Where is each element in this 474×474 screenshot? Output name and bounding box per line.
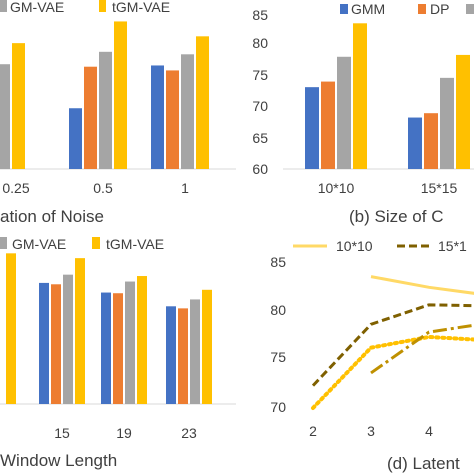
bar-c-gm-vae-2 [125, 281, 135, 404]
panel-d-ytick-80: 80 [270, 302, 286, 318]
panel-d-ytick-70: 70 [270, 399, 286, 415]
bar-c-tgm-vae-2 [137, 276, 147, 404]
panel-c-legend-label-tgmvae: tGM-VAE [106, 236, 164, 252]
bar-b-gmm-1 [408, 117, 422, 169]
bar-c-gmm-1 [39, 282, 49, 404]
bar-a-gm-vae-2 [181, 54, 194, 169]
panel-d-xtick-2: 4 [425, 423, 433, 439]
bar-c-dp-2 [113, 293, 123, 404]
panel-b-ytick-80: 80 [252, 35, 268, 51]
bar-b-dp-0 [321, 81, 335, 169]
panel-a: GM-VAE tGM-VAE 0.25 0.5 1 ation of Noise [0, 0, 236, 226]
bar-a-tgm-vae-0 [12, 43, 25, 169]
line-d-series-3 [370, 323, 474, 375]
bar-b-dp-1 [424, 113, 438, 169]
panel-d: 10*10 15*1 85 80 75 70 2 3 4 (d) Latent [270, 238, 474, 473]
bar-b-gm-vae-1 [440, 77, 454, 169]
panel-b-legend: GMM DP [340, 1, 474, 17]
panel-d-caption: (d) Latent [387, 454, 460, 473]
panel-b-ytick-75: 75 [252, 67, 268, 83]
panel-a-bars [0, 21, 209, 169]
panel-b-caption: (b) Size of C [349, 207, 443, 226]
bar-a-dp-2 [166, 70, 179, 169]
panel-d-legend-label-10x10: 10*10 [336, 238, 373, 254]
bar-c-gm-vae-3 [190, 299, 200, 404]
panel-c: GM-VAE tGM-VAE 15 19 23 Window Length [0, 236, 236, 470]
panel-d-ytick-75: 75 [270, 349, 286, 365]
bar-b-gm-vae-0 [337, 56, 351, 169]
bar-a-gm-vae-0 [0, 64, 10, 169]
panel-d-legend: 10*10 15*1 [293, 238, 467, 254]
bar-c-dp-3 [178, 308, 188, 404]
bar-c-gmm-3 [166, 306, 176, 404]
panel-c-legend-label-gmvae: GM-VAE [12, 236, 66, 252]
panel-c-xtick-2: 19 [116, 425, 132, 441]
panel-c-legend-swatch-gmvae [0, 237, 7, 249]
panel-b-ytick-70: 70 [252, 98, 268, 114]
bar-a-gmm-1 [69, 108, 82, 169]
bar-a-gm-vae-1 [99, 51, 112, 169]
panel-a-xtick-1: 0.5 [93, 180, 113, 196]
panel-c-bars [6, 253, 212, 404]
panel-a-legend-swatch-tgmvae [99, 0, 106, 12]
panel-b-ytick-65: 65 [252, 130, 268, 146]
panel-a-legend-label-gmvae: GM-VAE [10, 0, 64, 15]
panel-b-xtick-0: 10*10 [318, 180, 355, 196]
panel-b-legend-label-gmm: GMM [351, 1, 385, 17]
bar-c-gmm-2 [101, 292, 111, 404]
bar-c-dp-1 [51, 284, 61, 404]
panel-d-lines [311, 275, 474, 410]
panel-d-xtick-0: 2 [309, 423, 317, 439]
panel-a-legend-label-tgmvae: tGM-VAE [112, 0, 170, 15]
panel-c-xtick-1: 15 [54, 425, 70, 441]
panel-a-legend: GM-VAE tGM-VAE [0, 0, 170, 15]
panel-a-caption: ation of Noise [0, 207, 104, 226]
bar-a-tgm-vae-2 [196, 36, 209, 169]
bar-b-gmm-0 [305, 87, 319, 169]
bar-b-tgm-vae-1 [456, 54, 470, 169]
bar-a-tgm-vae-1 [114, 21, 127, 169]
bar-c-tgm-vae-0 [6, 253, 16, 404]
panel-b: GMM DP 60 65 70 75 80 85 10*10 15*15 (b)… [252, 1, 474, 226]
bar-c-gm-vae-1 [63, 274, 73, 404]
panel-b-legend-swatch-dp [418, 4, 426, 14]
panel-b-legend-label-dp: DP [430, 1, 449, 17]
panel-b-ytick-60: 60 [252, 161, 268, 177]
panel-b-ytick-85: 85 [252, 7, 268, 23]
line-d-series-2 [311, 334, 474, 410]
panel-b-legend-swatch-gmvae [466, 4, 474, 14]
panel-a-xtick-0: 0.25 [2, 180, 29, 196]
bar-a-dp-1 [84, 66, 97, 169]
bar-c-tgm-vae-1 [75, 258, 85, 404]
panel-c-caption: Window Length [0, 451, 117, 470]
bar-b-tgm-vae-0 [353, 23, 367, 169]
panel-b-xtick-1: 15*15 [421, 180, 458, 196]
panel-b-bars [305, 23, 470, 169]
panel-d-ytick-85: 85 [270, 254, 286, 270]
panel-b-legend-swatch-gmm [340, 4, 348, 14]
panel-d-legend-label-15x15: 15*1 [438, 238, 467, 254]
line-d-series-0 [370, 275, 474, 295]
panel-c-legend-swatch-tgmvae [92, 237, 100, 249]
line-d-series-1 [311, 303, 474, 387]
panel-d-xtick-1: 3 [367, 423, 375, 439]
panel-a-xtick-2: 1 [181, 180, 189, 196]
panel-a-legend-swatch-gmvae [0, 0, 7, 12]
panel-c-xtick-3: 23 [181, 425, 197, 441]
bar-c-tgm-vae-3 [202, 289, 212, 404]
bar-a-gmm-2 [151, 65, 164, 169]
panel-c-legend: GM-VAE tGM-VAE [0, 236, 164, 252]
